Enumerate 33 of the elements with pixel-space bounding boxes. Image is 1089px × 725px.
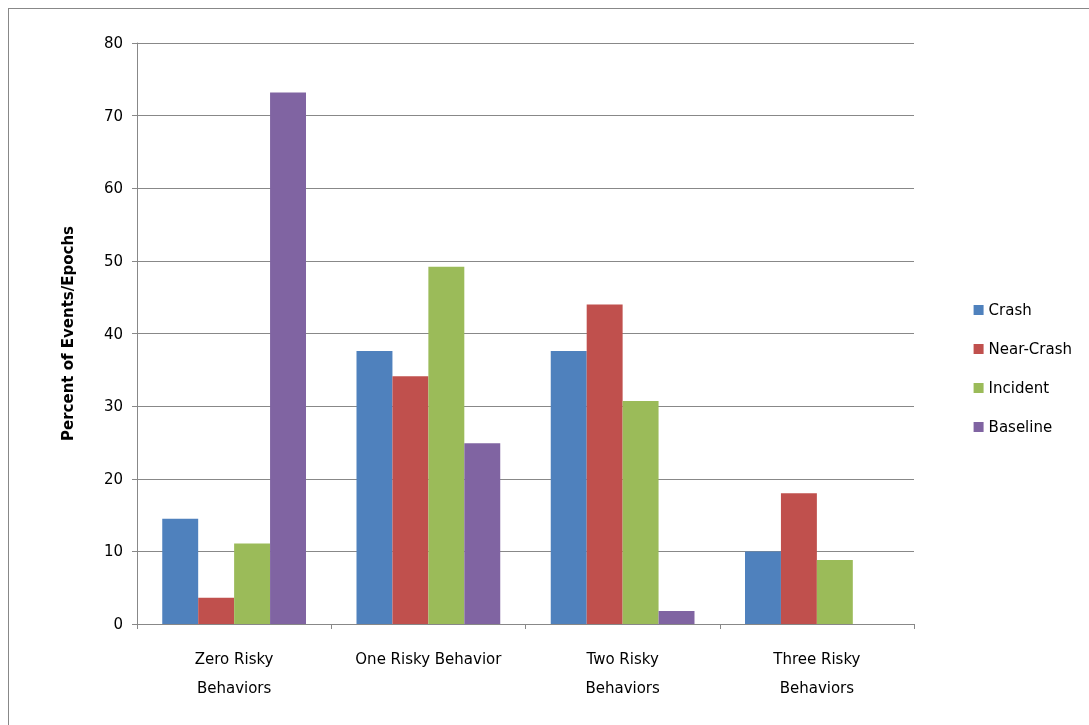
legend-label: Incident <box>988 379 1050 397</box>
bar <box>162 518 199 624</box>
bar <box>234 543 271 624</box>
y-tick-label: 20 <box>103 469 123 488</box>
bar <box>392 376 429 624</box>
bar <box>428 266 465 624</box>
bar <box>622 401 659 624</box>
bar <box>356 350 393 624</box>
y-tick-label: 40 <box>103 324 123 343</box>
bar <box>198 597 235 624</box>
y-tick-label: 70 <box>103 106 123 125</box>
x-tick-label: Two Risky Behaviors <box>585 649 661 697</box>
y-tick-label: 80 <box>103 34 123 52</box>
y-tick-label: 30 <box>103 397 123 416</box>
bar <box>745 551 781 624</box>
bar <box>270 92 306 624</box>
y-tick-label: 10 <box>103 542 123 561</box>
legend-label: Baseline <box>988 418 1053 436</box>
x-tick-label: Zero Risky Behaviors <box>194 649 274 697</box>
bar <box>816 560 853 624</box>
y-tick-label: 0 <box>113 615 123 633</box>
legend-label: Near-Crash <box>988 340 1073 358</box>
bar <box>586 304 623 624</box>
y-tick-label: 60 <box>103 179 123 198</box>
bar <box>464 443 501 624</box>
y-axis-title: Percent of Events/Epochs <box>58 225 77 441</box>
bar <box>780 493 817 624</box>
y-tick-label: 50 <box>103 251 123 270</box>
bar <box>550 350 587 624</box>
legend-label: Crash <box>988 301 1032 319</box>
x-tick-label: One Risky Behavior <box>355 649 503 668</box>
x-tick-label: Three Risky Behaviors <box>772 649 861 697</box>
bar <box>658 610 695 624</box>
